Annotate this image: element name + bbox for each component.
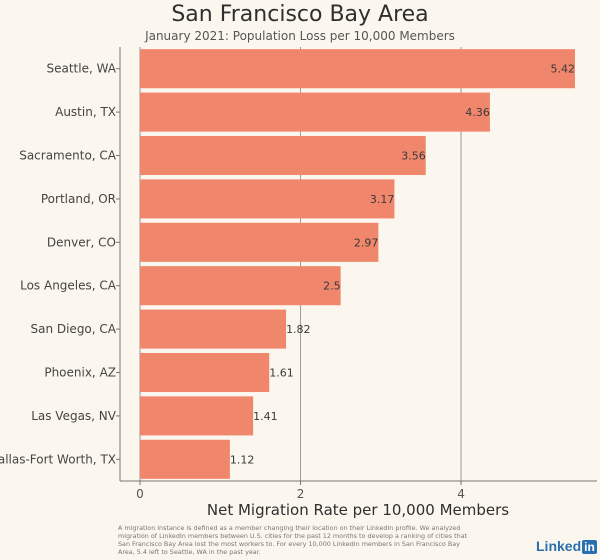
category-label: Seattle, WA <box>46 62 116 76</box>
bar <box>140 352 270 393</box>
category-label: Las Vegas, NV <box>31 409 117 423</box>
chart-subtitle: January 2021: Population Loss per 10,000… <box>145 29 455 43</box>
bar-chart: 5.424.363.563.172.972.51.821.611.411.12 … <box>0 47 597 519</box>
value-label: 1.82 <box>286 323 311 336</box>
bar <box>140 309 287 349</box>
bar <box>140 92 490 132</box>
category-label: Phoenix, AZ <box>44 366 116 380</box>
category-label: Austin, TX <box>55 105 116 119</box>
bar <box>140 179 395 219</box>
axis-layer: 0 2 4 Seattle, WA Austin, TX Sacramento, CA Po… <box>0 47 597 501</box>
category-label: Sacramento, CA <box>19 149 117 163</box>
value-label: 1.61 <box>269 367 294 380</box>
value-label: 2.97 <box>354 236 379 249</box>
linkedin-logo: Linked in <box>536 538 597 554</box>
value-label: 3.56 <box>401 150 426 163</box>
bar-layer: 5.42 4.36 3.56 3.17 2.97 2.5 1.82 1.61 1.41 1.12 <box>140 49 575 479</box>
category-label: Denver, CO <box>47 235 116 249</box>
bar <box>140 396 254 436</box>
bar <box>140 49 575 89</box>
brand-badge: in <box>582 540 597 554</box>
value-label: 1.12 <box>230 453 255 466</box>
x-axis-title: Net Migration Rate per 10,000 Members <box>207 501 509 519</box>
x-tick-label: 2 <box>297 487 305 501</box>
bar <box>140 222 379 262</box>
x-tick-label: 0 <box>136 487 144 501</box>
bar <box>140 266 341 306</box>
value-label: 4.36 <box>465 106 490 119</box>
value-label: 2.5 <box>323 280 341 293</box>
bar <box>140 439 230 479</box>
category-label: Portland, OR <box>41 192 116 206</box>
value-label: 3.17 <box>370 193 395 206</box>
chart-title: San Francisco Bay Area <box>171 2 429 27</box>
brand-name: Linked <box>536 538 582 554</box>
footnote: A migration instance is defined as a mem… <box>118 524 468 556</box>
category-label: San Diego, CA <box>30 322 116 336</box>
value-label: 1.41 <box>253 410 277 423</box>
bar <box>140 135 426 176</box>
category-label: Los Angeles, CA <box>20 279 117 293</box>
x-tick-label: 4 <box>457 487 465 501</box>
category-label: Dallas-Fort Worth, TX <box>0 452 116 466</box>
value-label: 5.42 <box>551 63 576 76</box>
